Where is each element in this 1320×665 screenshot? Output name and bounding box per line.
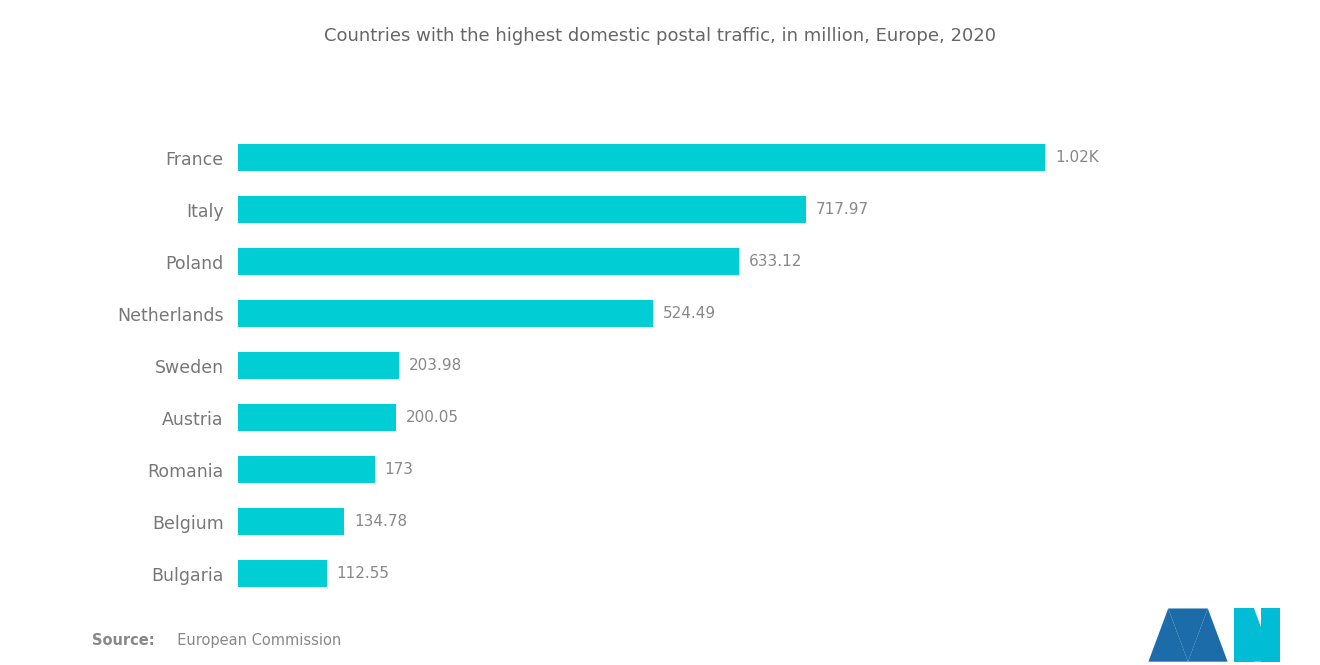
Polygon shape <box>1261 608 1280 662</box>
Polygon shape <box>1234 608 1274 662</box>
Text: 134.78: 134.78 <box>354 515 407 529</box>
Bar <box>238 456 375 483</box>
Text: 200.05: 200.05 <box>405 410 458 426</box>
Polygon shape <box>1188 608 1228 662</box>
Bar <box>238 248 739 275</box>
Text: 112.55: 112.55 <box>337 567 389 581</box>
Text: 633.12: 633.12 <box>748 254 803 269</box>
Text: 1.02K: 1.02K <box>1055 150 1098 165</box>
Bar <box>238 300 653 327</box>
Polygon shape <box>1168 608 1208 662</box>
Bar <box>238 508 345 535</box>
Text: Countries with the highest domestic postal traffic, in million, Europe, 2020: Countries with the highest domestic post… <box>323 27 997 45</box>
Bar <box>238 144 1045 171</box>
Text: 717.97: 717.97 <box>816 202 869 217</box>
Bar <box>238 404 396 432</box>
Bar <box>238 352 399 379</box>
Text: 203.98: 203.98 <box>409 358 462 373</box>
Text: Source:: Source: <box>92 633 154 648</box>
Polygon shape <box>1148 608 1188 662</box>
Bar <box>238 561 327 587</box>
Text: 524.49: 524.49 <box>663 306 715 321</box>
Text: European Commission: European Commission <box>168 633 341 648</box>
Text: 173: 173 <box>384 462 413 477</box>
Polygon shape <box>1234 608 1254 662</box>
Bar <box>238 196 807 223</box>
